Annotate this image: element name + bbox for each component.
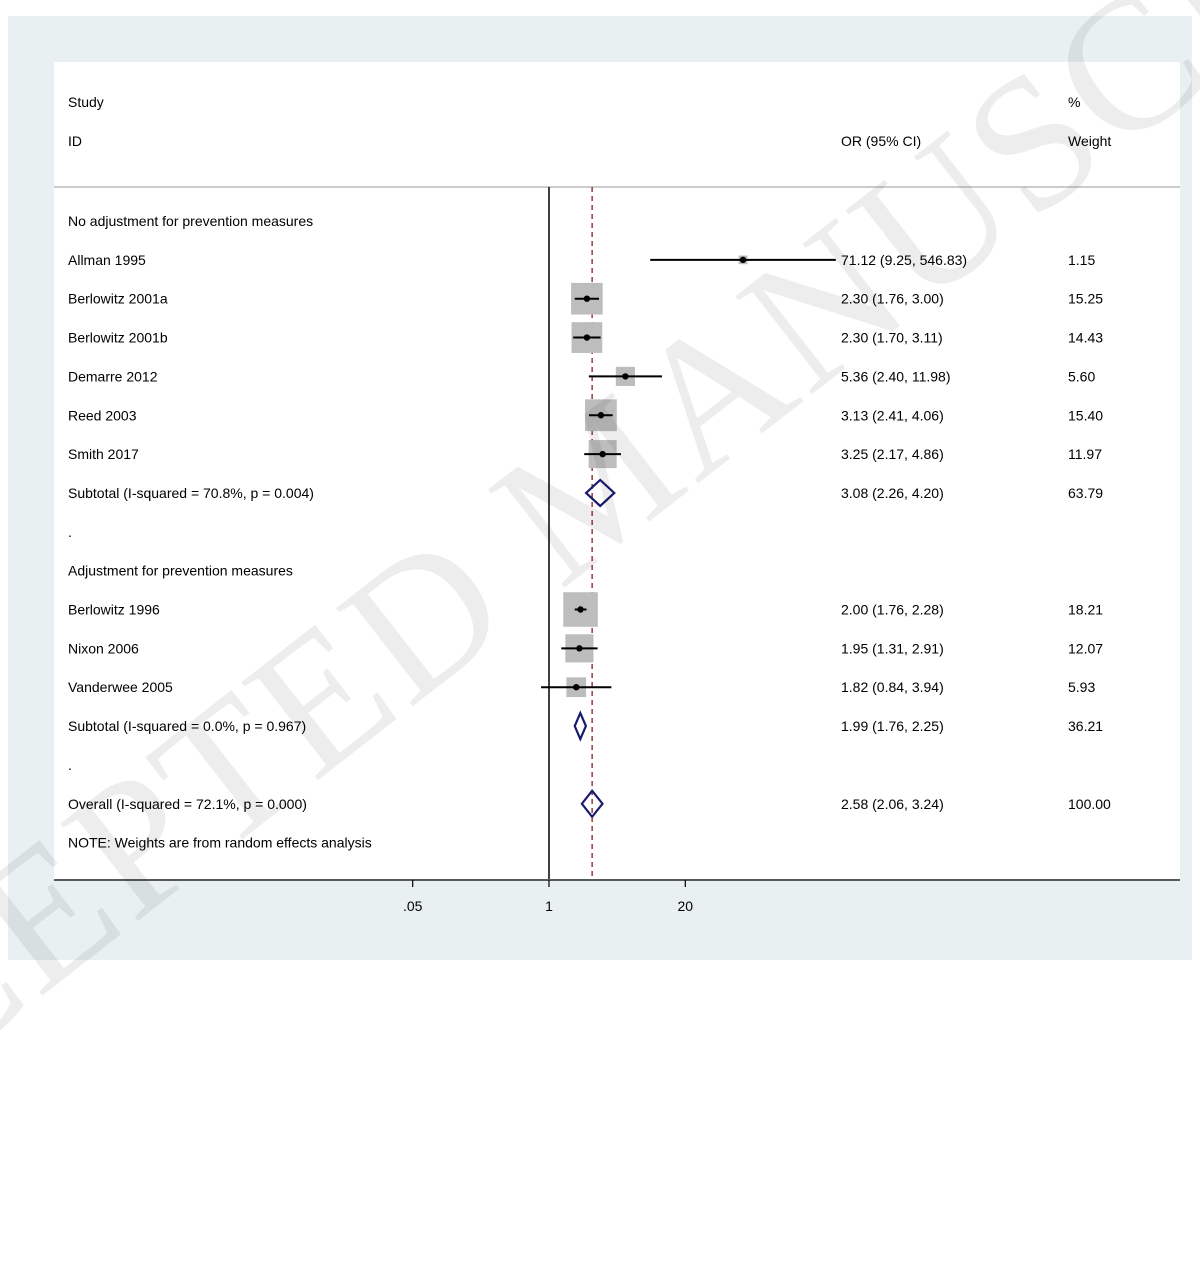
weight-value: 63.79: [1068, 485, 1103, 501]
header-or: OR (95% CI): [841, 133, 921, 149]
row-label: No adjustment for prevention measures: [68, 213, 313, 229]
row-label: Berlowitz 1996: [68, 602, 160, 618]
point-estimate: [576, 645, 582, 651]
header-percent: %: [1068, 94, 1080, 110]
row-label: Smith 2017: [68, 446, 139, 462]
pooled-diamond: [586, 480, 614, 506]
forest-plot: Study ID OR (95% CI) % Weight .05 1 20 No …: [0, 0, 1200, 963]
or-ci-value: 2.00 (1.76, 2.28): [841, 602, 944, 618]
or-ci-value: 3.13 (2.41, 4.06): [841, 407, 944, 423]
row-label: NOTE: Weights are from random effects an…: [68, 835, 372, 851]
row-label: Vanderwee 2005: [68, 679, 173, 695]
pooled-diamond: [575, 713, 586, 739]
weight-value: 15.40: [1068, 407, 1103, 423]
point-estimate: [599, 451, 605, 457]
or-ci-value: 1.99 (1.76, 2.25): [841, 718, 944, 734]
point-estimate: [584, 296, 590, 302]
row-label: Subtotal (I-squared = 70.8%, p = 0.004): [68, 485, 314, 501]
point-estimate: [584, 334, 590, 340]
row-label: Berlowitz 2001b: [68, 330, 168, 346]
row-label: Overall (I-squared = 72.1%, p = 0.000): [68, 796, 307, 812]
point-estimate: [573, 684, 579, 690]
x-tick-label: .05: [403, 898, 423, 914]
point-estimate: [622, 373, 628, 379]
or-ci-value: 2.30 (1.76, 3.00): [841, 291, 944, 307]
header-id: ID: [68, 133, 82, 149]
weight-value: 14.43: [1068, 330, 1103, 346]
or-ci-value: 2.30 (1.70, 3.11): [841, 330, 943, 346]
header-weight: Weight: [1068, 133, 1111, 149]
or-ci-value: 5.36 (2.40, 11.98): [841, 368, 950, 384]
row-label: Reed 2003: [68, 407, 137, 423]
point-estimate: [740, 257, 746, 263]
weight-value: 15.25: [1068, 291, 1103, 307]
weight-value: 12.07: [1068, 640, 1103, 656]
or-ci-value: 1.95 (1.31, 2.91): [841, 640, 944, 656]
row-label: Subtotal (I-squared = 0.0%, p = 0.967): [68, 718, 306, 734]
weight-value: 100.00: [1068, 796, 1111, 812]
x-axis-ticks: .05 1 20: [403, 880, 693, 914]
row-label: Demarre 2012: [68, 368, 158, 384]
or-ci-value: 3.08 (2.26, 4.20): [841, 485, 944, 501]
weight-value: 5.93: [1068, 679, 1095, 695]
weight-value: 18.21: [1068, 602, 1103, 618]
x-tick-label: 20: [678, 898, 694, 914]
or-ci-value: 1.82 (0.84, 3.94): [841, 679, 944, 695]
or-ci-value: 3.25 (2.17, 4.86): [841, 446, 944, 462]
weight-value: 1.15: [1068, 252, 1095, 268]
weight-value: 11.97: [1068, 446, 1102, 462]
row-label: Adjustment for prevention measures: [68, 563, 293, 579]
header-study: Study: [68, 94, 104, 110]
row-label: Berlowitz 2001a: [68, 291, 168, 307]
point-estimate: [598, 412, 604, 418]
row-label: Allman 1995: [68, 252, 146, 268]
weight-value: 5.60: [1068, 368, 1095, 384]
or-ci-value: 71.12 (9.25, 546.83): [841, 252, 967, 268]
point-estimate: [577, 606, 583, 612]
row-label: .: [68, 757, 72, 773]
row-label: .: [68, 524, 72, 540]
forest-rows: No adjustment for prevention measures All…: [68, 213, 1111, 851]
weight-value: 36.21: [1068, 718, 1103, 734]
x-tick-label: 1: [545, 898, 553, 914]
row-label: Nixon 2006: [68, 640, 139, 656]
or-ci-value: 2.58 (2.06, 3.24): [841, 796, 944, 812]
